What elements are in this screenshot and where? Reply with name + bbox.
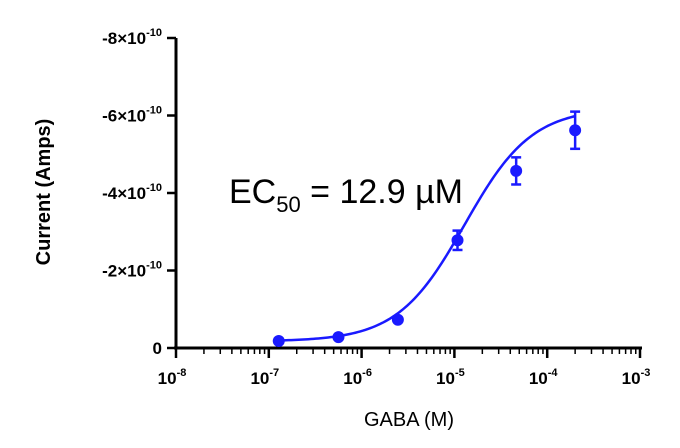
data-point [272,335,285,348]
fit-curve [278,114,576,342]
y-tick-label-exponent: -10 [146,27,162,39]
y-tick-label: 0 [153,339,162,358]
x-tick-label-base: 10 [158,369,177,388]
y-tick-label: -8×10-10 [102,27,162,48]
y-tick-label-exponent: -10 [146,260,162,272]
x-tick-label: 10-6 [343,367,372,388]
data-points [272,110,582,348]
x-tick-label-base: 10 [343,369,362,388]
x-tick-label: 10-4 [529,367,559,388]
y-tick-label: -6×10-10 [102,105,162,126]
fit-curve-group [278,114,576,342]
ec50-suffix: = 12.9 µM [301,173,463,211]
y-tick-label: -4×10-10 [102,182,162,203]
y-tick-labels: 0-2×10-10-4×10-10-6×10-10-8×10-10 [102,27,162,358]
x-tick-label: 10-8 [158,367,187,388]
y-tick-label-exponent: -10 [146,182,162,194]
data-point [451,234,464,247]
ec50-subscript: 50 [276,192,300,217]
y-tick-label-base: -6×10 [102,107,146,126]
x-tick-label-exponent: -3 [641,367,651,379]
ec50-annotation: EC50 = 12.9 µM [229,173,463,217]
x-tick-label-base: 10 [436,369,455,388]
y-tick-label-exponent: -10 [146,105,162,117]
data-point [391,313,404,326]
x-tick-label-exponent: -8 [177,367,187,379]
y-tick-label-base: 0 [153,339,162,358]
x-tick-label: 10-3 [622,367,651,388]
x-tick-label-base: 10 [529,369,548,388]
x-tick-labels: 10-8 10-7 10-6 10-5 10-4 10-3 [158,367,651,388]
data-point [510,164,523,177]
x-tick-label-exponent: -6 [362,367,372,379]
data-point [332,331,345,344]
x-tick-label-base: 10 [622,369,641,388]
x-tick-label-exponent: -7 [269,367,279,379]
y-tick-label: -2×10-10 [102,260,162,281]
x-tick-label-base: 10 [250,369,269,388]
axes [174,38,642,350]
y-tick-label-base: -2×10 [102,262,146,281]
x-tick-label: 10-7 [250,367,279,388]
y-tick-label-base: -8×10 [102,29,146,48]
y-tick-label-base: -4×10 [102,184,146,203]
x-tick-label: 10-5 [436,367,465,388]
y-axis-label: Current (Amps) [33,119,55,266]
data-point [569,124,582,137]
x-tick-label-exponent: -4 [548,367,559,379]
ec50-prefix: EC [229,173,276,211]
x-axis-label: GABA (M) [364,409,454,431]
x-tick-label-exponent: -5 [455,367,465,379]
